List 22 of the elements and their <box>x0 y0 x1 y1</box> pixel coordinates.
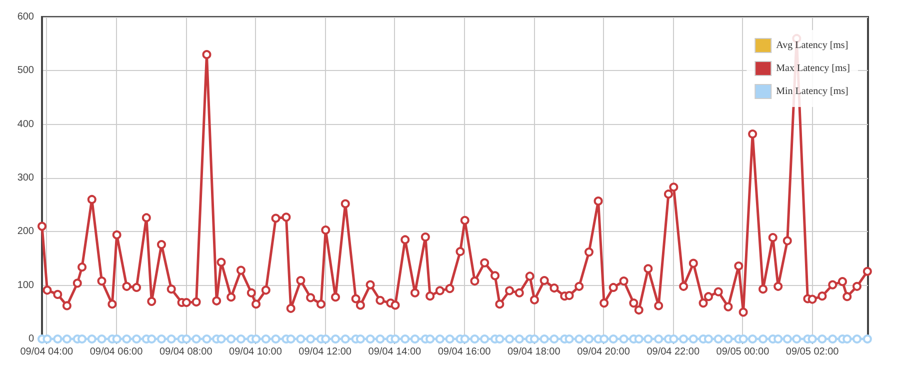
legend-label: Max Latency [ms] <box>776 63 850 74</box>
y-tick-label: 300 <box>17 172 34 184</box>
y-tick-label: 400 <box>17 118 34 130</box>
x-tick-label: 09/04 22:00 <box>646 346 700 358</box>
x-tick-label: 09/04 14:00 <box>368 346 422 358</box>
x-tick-label: 09/04 16:00 <box>438 346 492 358</box>
x-tick-label: 09/04 04:00 <box>20 346 74 358</box>
y-tick-label: 500 <box>17 65 34 76</box>
y-tick-label: 0 <box>28 334 34 344</box>
x-tick-label: 09/05 02:00 <box>786 346 840 358</box>
x-tick-label: 09/04 12:00 <box>298 346 352 358</box>
y-tick-label: 100 <box>17 280 34 291</box>
x-tick-label: 09/04 06:00 <box>90 346 144 358</box>
y-tick-label: 200 <box>17 226 34 238</box>
y-tick-label: 600 <box>17 12 34 22</box>
legend-label: Min Latency [ms] <box>776 86 848 97</box>
x-tick-label: 09/04 08:00 <box>159 346 213 358</box>
x-tick-label: 09/05 00:00 <box>716 346 770 358</box>
x-tick-label: 09/04 20:00 <box>577 346 630 358</box>
x-tick-label: 09/04 18:00 <box>507 346 561 358</box>
x-tick-label: 09/04 10:00 <box>229 346 282 358</box>
legend-label: Avg Latency [ms] <box>776 40 848 51</box>
